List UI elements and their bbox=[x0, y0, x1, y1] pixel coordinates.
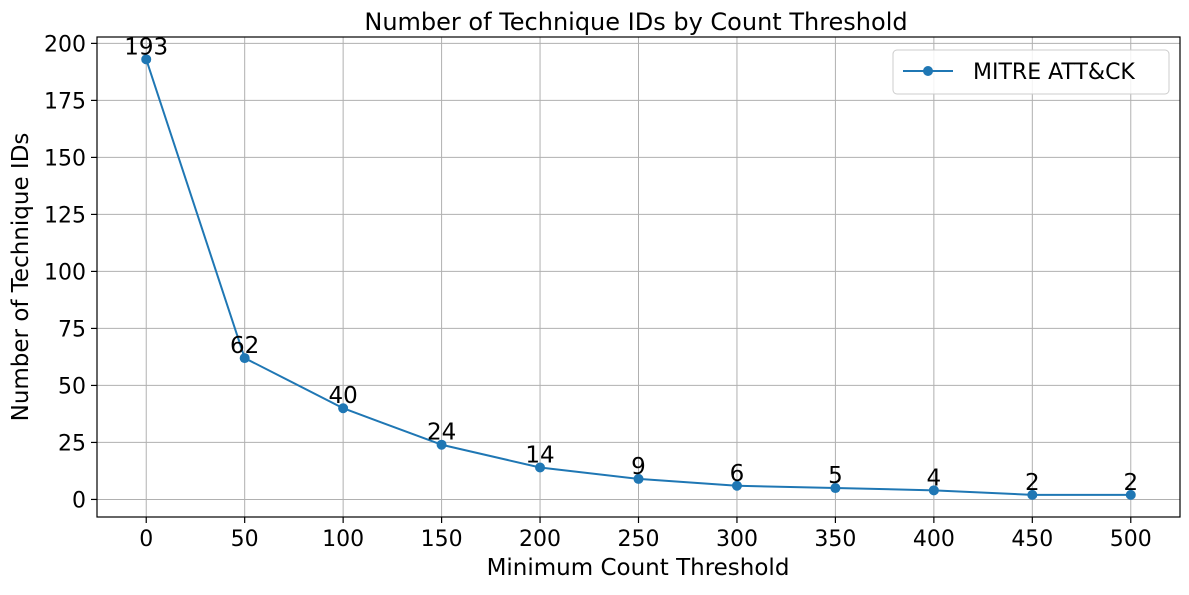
x-tick-label: 100 bbox=[322, 527, 364, 552]
data-label: 9 bbox=[631, 454, 646, 480]
x-tick-label: 150 bbox=[421, 527, 463, 552]
data-labels: 193 62 40 24 14 9 6 5 4 2 2 bbox=[124, 34, 1138, 496]
data-point bbox=[1125, 489, 1136, 500]
legend-box bbox=[892, 49, 1170, 95]
y-tick-label: 200 bbox=[44, 32, 86, 57]
y-tick-label: 75 bbox=[58, 317, 86, 342]
y-tick-label: 25 bbox=[58, 431, 86, 456]
x-tick-label: 250 bbox=[618, 527, 660, 552]
legend: MITRE ATT&CK bbox=[892, 49, 1170, 95]
data-point bbox=[141, 54, 152, 65]
data-point bbox=[1027, 489, 1038, 500]
data-point bbox=[436, 439, 447, 450]
x-tick-label: 200 bbox=[519, 527, 561, 552]
data-label: 6 bbox=[730, 461, 745, 487]
x-axis-ticks: 0 50 100 150 200 250 300 350 400 450 500 bbox=[139, 517, 1152, 552]
data-point bbox=[239, 353, 250, 364]
plot-area-frame bbox=[96, 36, 1181, 518]
data-label: 2 bbox=[1025, 470, 1040, 496]
y-tick-label: 175 bbox=[44, 89, 86, 114]
y-tick-label: 150 bbox=[44, 146, 86, 171]
x-tick-label: 0 bbox=[139, 527, 153, 552]
legend-label: MITRE ATT&CK bbox=[973, 60, 1135, 85]
data-label: 40 bbox=[328, 383, 357, 409]
data-label: 24 bbox=[427, 420, 456, 446]
data-point bbox=[928, 485, 939, 496]
data-point bbox=[633, 473, 644, 484]
data-point bbox=[338, 403, 349, 414]
legend-marker-swatch bbox=[923, 66, 933, 76]
x-tick-label: 500 bbox=[1110, 527, 1152, 552]
data-point bbox=[830, 483, 841, 494]
chart-title: Number of Technique IDs by Count Thresho… bbox=[364, 8, 907, 36]
y-tick-label: 50 bbox=[58, 374, 86, 399]
x-tick-label: 400 bbox=[913, 527, 955, 552]
data-label: 2 bbox=[1123, 470, 1138, 496]
data-label: 4 bbox=[927, 465, 942, 491]
data-point bbox=[535, 462, 546, 473]
series bbox=[141, 54, 1136, 500]
data-label: 14 bbox=[525, 443, 554, 469]
data-label: 5 bbox=[828, 463, 843, 489]
data-label: 62 bbox=[230, 333, 259, 359]
y-tick-label: 100 bbox=[44, 260, 86, 285]
y-tick-label: 0 bbox=[72, 488, 86, 513]
x-tick-label: 450 bbox=[1011, 527, 1053, 552]
x-tick-label: 50 bbox=[231, 527, 259, 552]
x-tick-label: 350 bbox=[814, 527, 856, 552]
x-tick-label: 300 bbox=[716, 527, 758, 552]
grid bbox=[97, 37, 1180, 517]
data-point bbox=[731, 480, 742, 491]
data-label: 193 bbox=[124, 34, 168, 60]
y-axis-label: Number of Technique IDs bbox=[8, 133, 34, 422]
y-axis-ticks: 0 25 50 75 100 125 150 175 200 bbox=[44, 32, 97, 513]
x-axis-label: Minimum Count Threshold bbox=[487, 555, 790, 581]
y-tick-label: 125 bbox=[44, 203, 86, 228]
